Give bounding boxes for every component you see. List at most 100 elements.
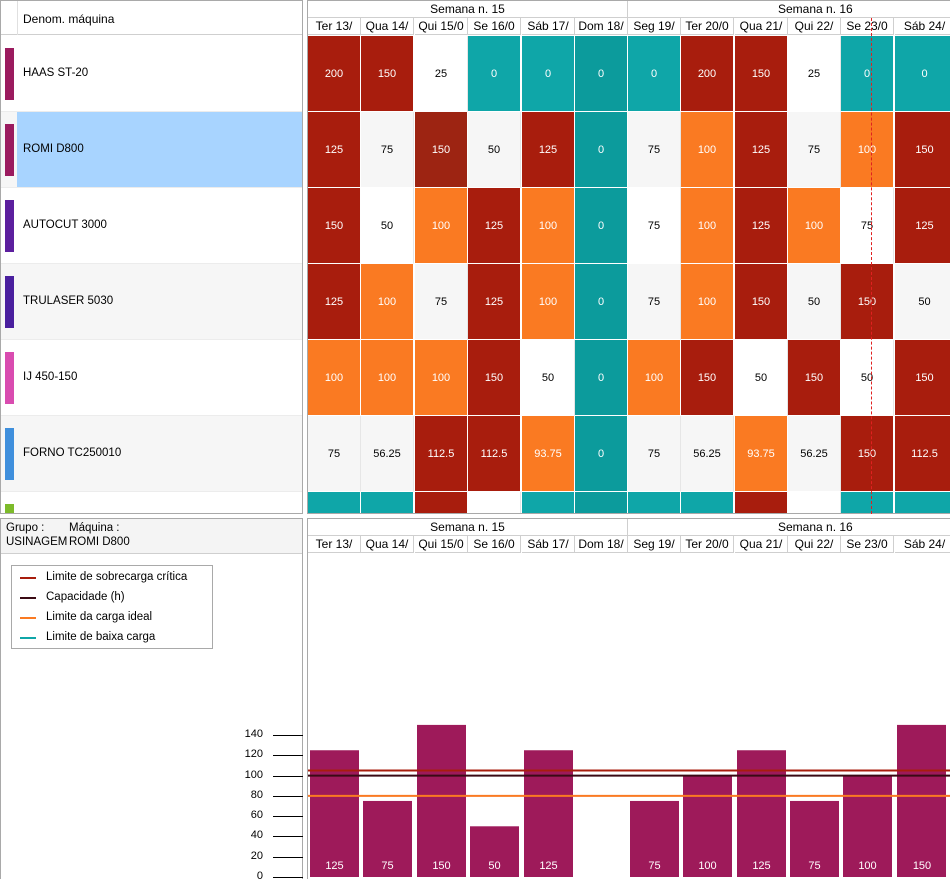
load-cell[interactable]: 0 (628, 36, 681, 112)
machine-row[interactable]: AUTOCUT 3000 (1, 188, 302, 264)
load-cell[interactable] (841, 492, 894, 513)
load-cell[interactable]: 100 (522, 188, 575, 264)
load-cell[interactable]: 75 (415, 264, 468, 340)
chart-day-header[interactable]: Se 23/0 (841, 536, 894, 553)
load-cell[interactable]: 56.25 (788, 416, 841, 492)
grid-day-header[interactable]: Sáb 17/ (522, 18, 575, 35)
load-bar[interactable] (790, 800, 839, 877)
grid-day-header[interactable]: Dom 18/ (575, 18, 628, 35)
load-cell[interactable]: 125 (468, 188, 521, 264)
load-cell[interactable]: 0 (522, 36, 575, 112)
load-cell[interactable]: 25 (788, 36, 841, 112)
load-cell[interactable] (468, 492, 521, 513)
machine-row[interactable]: FORNO TC250010 (1, 416, 302, 492)
chart-day-header[interactable]: Qui 22/ (788, 536, 841, 553)
load-cell[interactable]: 0 (575, 264, 628, 340)
chart-day-header[interactable]: Ter 13/ (308, 536, 361, 553)
load-cell[interactable]: 50 (361, 188, 414, 264)
load-cell[interactable] (415, 492, 468, 513)
load-cell[interactable]: 50 (522, 340, 575, 416)
load-cell[interactable]: 75 (628, 416, 681, 492)
load-cell[interactable]: 150 (841, 264, 894, 340)
load-bar[interactable] (683, 775, 732, 877)
load-cell[interactable]: 125 (735, 112, 788, 188)
chart-day-header[interactable]: Dom 18/ (575, 536, 628, 553)
load-cell[interactable]: 100 (361, 340, 414, 416)
load-cell[interactable]: 93.75 (735, 416, 788, 492)
load-cell[interactable]: 25 (415, 36, 468, 112)
load-cell[interactable]: 150 (895, 112, 950, 188)
load-cell[interactable] (361, 492, 414, 513)
load-cell[interactable]: 100 (415, 340, 468, 416)
load-cell[interactable]: 50 (788, 264, 841, 340)
load-cell[interactable]: 50 (735, 340, 788, 416)
load-cell[interactable]: 56.25 (681, 416, 734, 492)
grid-day-header[interactable]: Seg 19/ (628, 18, 681, 35)
machine-row[interactable]: HAAS ST-20 (1, 36, 302, 112)
load-cell[interactable]: 150 (735, 36, 788, 112)
load-bar[interactable] (310, 750, 359, 877)
load-cell[interactable] (308, 492, 361, 513)
load-cell[interactable]: 50 (895, 264, 950, 340)
chart-day-header[interactable]: Qua 21/ (735, 536, 788, 553)
load-cell[interactable]: 100 (628, 340, 681, 416)
load-cell[interactable]: 125 (468, 264, 521, 340)
load-cell[interactable]: 200 (681, 36, 734, 112)
load-cell[interactable] (522, 492, 575, 513)
load-cell[interactable]: 0 (895, 36, 950, 112)
load-cell[interactable] (628, 492, 681, 513)
load-cell[interactable]: 100 (788, 188, 841, 264)
machine-row[interactable] (1, 492, 302, 513)
load-cell[interactable]: 112.5 (468, 416, 521, 492)
grid-day-header[interactable]: Qua 14/ (361, 18, 414, 35)
load-cell[interactable]: 150 (735, 264, 788, 340)
grid-day-header[interactable]: Sáb 24/ (895, 18, 950, 35)
load-cell[interactable]: 100 (415, 188, 468, 264)
chart-day-header[interactable]: Qua 14/ (361, 536, 414, 553)
load-cell[interactable]: 100 (522, 264, 575, 340)
load-cell[interactable]: 75 (628, 188, 681, 264)
grid-day-header[interactable]: Se 23/0 (841, 18, 894, 35)
load-bar[interactable] (843, 775, 892, 877)
load-cell[interactable]: 0 (575, 188, 628, 264)
load-cell[interactable]: 75 (628, 264, 681, 340)
load-cell[interactable]: 100 (681, 264, 734, 340)
load-cell[interactable]: 0 (575, 416, 628, 492)
load-cell[interactable]: 75 (308, 416, 361, 492)
grid-day-header[interactable]: Qui 22/ (788, 18, 841, 35)
chart-day-header[interactable]: Seg 19/ (628, 536, 681, 553)
load-cell[interactable]: 125 (895, 188, 950, 264)
load-cell[interactable]: 0 (575, 36, 628, 112)
load-cell[interactable]: 125 (735, 188, 788, 264)
load-cell[interactable]: 100 (681, 188, 734, 264)
load-bar[interactable] (417, 724, 466, 877)
load-cell[interactable] (735, 492, 788, 513)
load-bar[interactable] (737, 750, 786, 877)
load-cell[interactable]: 50 (468, 112, 521, 188)
machine-row[interactable]: IJ 450-150 (1, 340, 302, 416)
load-cell[interactable]: 112.5 (895, 416, 950, 492)
load-bar[interactable] (524, 750, 573, 877)
load-cell[interactable]: 150 (788, 340, 841, 416)
load-cell[interactable]: 75 (841, 188, 894, 264)
load-cell[interactable]: 100 (361, 264, 414, 340)
load-cell[interactable] (788, 492, 841, 513)
load-cell[interactable]: 0 (575, 340, 628, 416)
grid-day-header[interactable]: Qua 21/ (735, 18, 788, 35)
load-bar[interactable] (630, 800, 679, 877)
load-cell[interactable]: 150 (895, 340, 950, 416)
load-cell[interactable]: 56.25 (361, 416, 414, 492)
load-cell[interactable]: 75 (628, 112, 681, 188)
chart-day-header[interactable]: Sáb 17/ (522, 536, 575, 553)
machine-row[interactable]: TRULASER 5030 (1, 264, 302, 340)
load-cell[interactable]: 100 (308, 340, 361, 416)
machine-row[interactable]: ROMI D800 (1, 112, 302, 188)
chart-day-header[interactable]: Se 16/0 (468, 536, 521, 553)
load-bar[interactable] (897, 724, 946, 877)
load-bar[interactable] (363, 800, 412, 877)
load-cell[interactable]: 200 (308, 36, 361, 112)
load-cell[interactable]: 150 (841, 416, 894, 492)
chart-day-header[interactable]: Qui 15/0 (415, 536, 468, 553)
grid-day-header[interactable]: Ter 20/0 (681, 18, 734, 35)
load-cell[interactable]: 125 (308, 264, 361, 340)
